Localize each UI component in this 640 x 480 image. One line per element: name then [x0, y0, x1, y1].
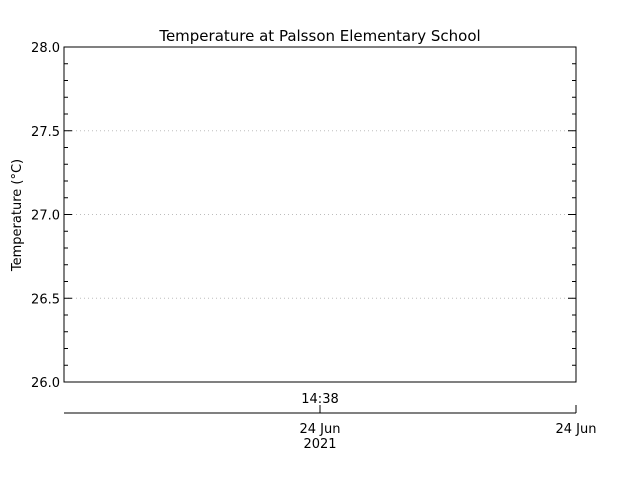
x-time-label: 14:38 — [301, 392, 338, 407]
y-tick-label: 27.5 — [31, 125, 60, 140]
y-tick-label: 26.0 — [31, 376, 60, 391]
y-tick-label: 28.0 — [31, 41, 60, 56]
y-tick-label: 27.0 — [31, 209, 60, 224]
x-date-label-2: 24 Jun — [556, 422, 597, 437]
y-tick-label: 26.5 — [31, 292, 60, 307]
x-date-year-label: 2021 — [303, 437, 336, 452]
plot-frame — [63, 46, 577, 383]
y-minor-ticks — [64, 63, 576, 366]
grid-lines — [64, 130, 576, 299]
x-date-label-1: 24 Jun — [300, 422, 341, 437]
chart-title: Temperature at Palsson Elementary School — [158, 27, 480, 45]
y-tick-labels: 26.0 26.5 27.0 27.5 28.0 — [31, 41, 60, 391]
y-axis-label: Temperature (°C) — [10, 159, 25, 272]
